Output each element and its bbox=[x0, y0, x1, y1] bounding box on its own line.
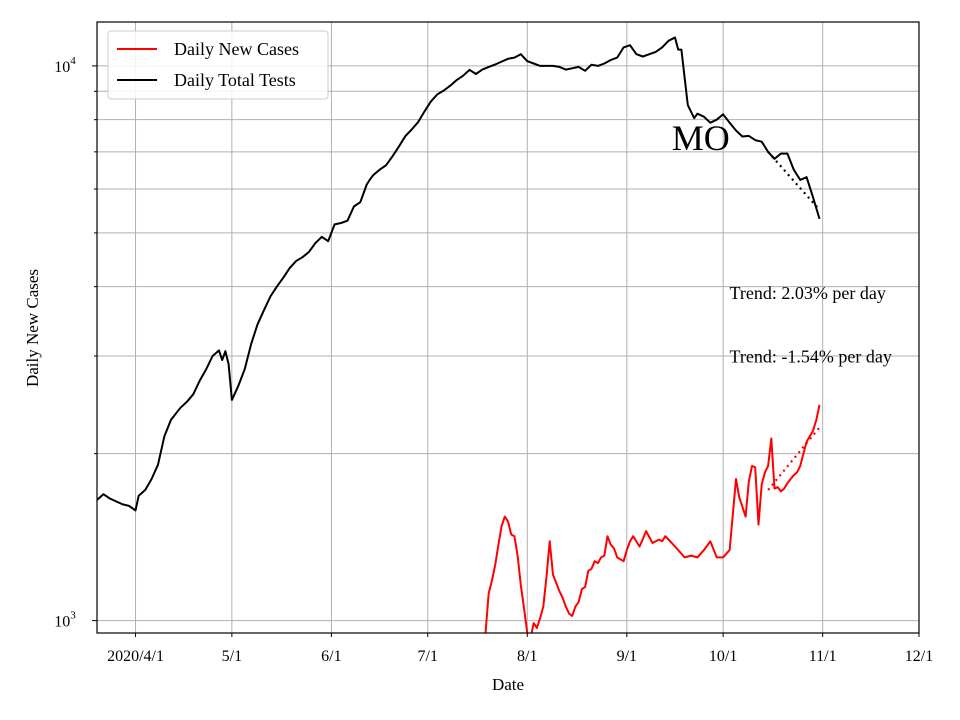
legend-label-daily-new-cases: Daily New Cases bbox=[174, 39, 299, 59]
annotations: MO Trend: 2.03% per day Trend: -1.54% per … bbox=[672, 118, 892, 367]
x-tick-label: 12/1 bbox=[905, 648, 933, 665]
series-line-daily-new-cases bbox=[484, 404, 821, 633]
x-tick-label: 10/1 bbox=[709, 648, 737, 665]
x-tick-label: 6/1 bbox=[321, 648, 341, 665]
x-tick-label: 7/1 bbox=[418, 648, 438, 665]
series-line-daily-total-tests bbox=[97, 36, 821, 512]
trend-annotation: Trend: 2.03% per day bbox=[730, 283, 886, 303]
y-tick-label: 104 bbox=[54, 55, 76, 76]
legend-box bbox=[107, 30, 329, 100]
y-axis-label: Daily New Cases bbox=[23, 269, 42, 387]
trend-line-1 bbox=[767, 151, 821, 211]
x-tick-label: 11/1 bbox=[809, 648, 837, 665]
x-tick-label: 5/1 bbox=[222, 648, 242, 665]
state-label: MO bbox=[672, 118, 730, 158]
trend-annotation: Trend: -1.54% per day bbox=[730, 346, 892, 366]
trend-line-0 bbox=[767, 426, 821, 491]
axis-ticks: 2020/4/1 5/1 6/1 7/1 8/1 9/1 10/1 11/1 12/1 103 10… bbox=[54, 55, 933, 665]
x-tick-label: 8/1 bbox=[517, 648, 537, 665]
x-tick-label: 9/1 bbox=[617, 648, 637, 665]
legend: Daily New Cases Daily Total Tests bbox=[107, 30, 329, 100]
series-layer bbox=[97, 36, 821, 633]
y-tick-label: 103 bbox=[54, 610, 76, 631]
x-tick-label: 2020/4/1 bbox=[107, 648, 164, 665]
plot-frame bbox=[96, 21, 920, 634]
legend-label-daily-total-tests: Daily Total Tests bbox=[174, 70, 296, 90]
x-axis-label: Date bbox=[492, 675, 524, 694]
